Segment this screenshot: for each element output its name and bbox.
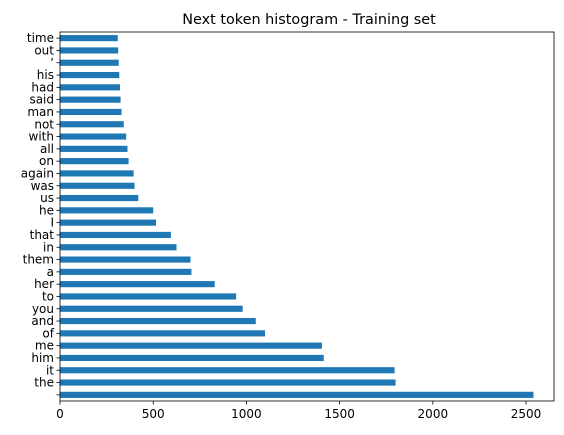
bar: [60, 379, 396, 386]
x-tick-label: 2000: [418, 407, 449, 421]
y-tick-label: to: [42, 289, 54, 303]
y-tick-label: I: [50, 216, 54, 230]
bar: [60, 59, 119, 66]
y-tick-label: again: [21, 166, 54, 180]
y-tick-label: her: [34, 277, 54, 291]
x-tick-label: 1000: [231, 407, 262, 421]
chart-title: Next token histogram - Training set: [182, 12, 436, 28]
bar: [60, 121, 124, 128]
y-tick-label: said: [29, 93, 54, 107]
x-tick-label: 0: [56, 407, 64, 421]
y-tick-label: me: [35, 339, 54, 353]
y-tick-label: had: [31, 80, 54, 94]
y-tick-label: time: [27, 31, 54, 45]
y-tick-label: with: [29, 130, 54, 144]
y-tick-label: man: [27, 105, 54, 119]
y-tick-label: and: [31, 314, 54, 328]
plot-frame: [59, 31, 555, 402]
x-axis-ticks: 0 500 1000 1500 2000 2500: [56, 401, 541, 421]
y-tick-label: in: [43, 240, 54, 254]
bar: [60, 96, 121, 103]
bars-group: [60, 35, 534, 398]
y-tick-label: out: [34, 43, 54, 57]
y-tick-label: of: [42, 326, 54, 340]
bar: [60, 330, 266, 337]
bar: [60, 219, 157, 226]
bar: [60, 194, 139, 202]
bar: [60, 293, 237, 300]
y-tick-label: them: [23, 253, 54, 267]
bar: [60, 367, 395, 374]
y-axis-ticks: timeout’hishadsaidmannotwithallonagainwa…: [21, 31, 60, 396]
y-tick-label: the: [34, 376, 54, 390]
bar: [60, 133, 127, 140]
bar: [60, 158, 129, 165]
bar: [60, 317, 256, 325]
bar: [60, 305, 243, 312]
y-tick-label: that: [30, 228, 55, 242]
bar: [60, 35, 118, 42]
y-tick-label: not: [34, 117, 54, 131]
x-tick-label: 2500: [511, 407, 542, 421]
y-tick-label: you: [32, 302, 54, 316]
bar: [60, 182, 135, 189]
bar: [60, 47, 119, 54]
y-tick-label: on: [39, 154, 54, 168]
y-tick-label: it: [46, 363, 54, 377]
y-tick-label: his: [37, 68, 54, 82]
bar: [60, 145, 128, 152]
bar: [60, 71, 120, 79]
bar: [60, 268, 192, 275]
y-tick-label: ’: [50, 56, 54, 70]
y-tick-label: was: [31, 179, 54, 193]
bar: [60, 207, 154, 214]
x-tick-label: 500: [142, 407, 165, 421]
bar: [60, 84, 121, 91]
bar: [60, 231, 171, 239]
bar: [60, 108, 122, 116]
bar: [60, 256, 191, 263]
y-tick-label: us: [40, 191, 54, 205]
y-tick-label: all: [40, 142, 54, 156]
bar: [60, 354, 324, 362]
bar: [60, 281, 215, 288]
bar: [60, 170, 134, 177]
bar: [60, 342, 322, 349]
y-tick-label: he: [39, 203, 54, 217]
bar: [60, 244, 177, 251]
y-tick-label: him: [31, 351, 54, 365]
bar: [60, 391, 534, 398]
y-tick-label: a: [47, 265, 54, 279]
x-tick-label: 1500: [324, 407, 355, 421]
